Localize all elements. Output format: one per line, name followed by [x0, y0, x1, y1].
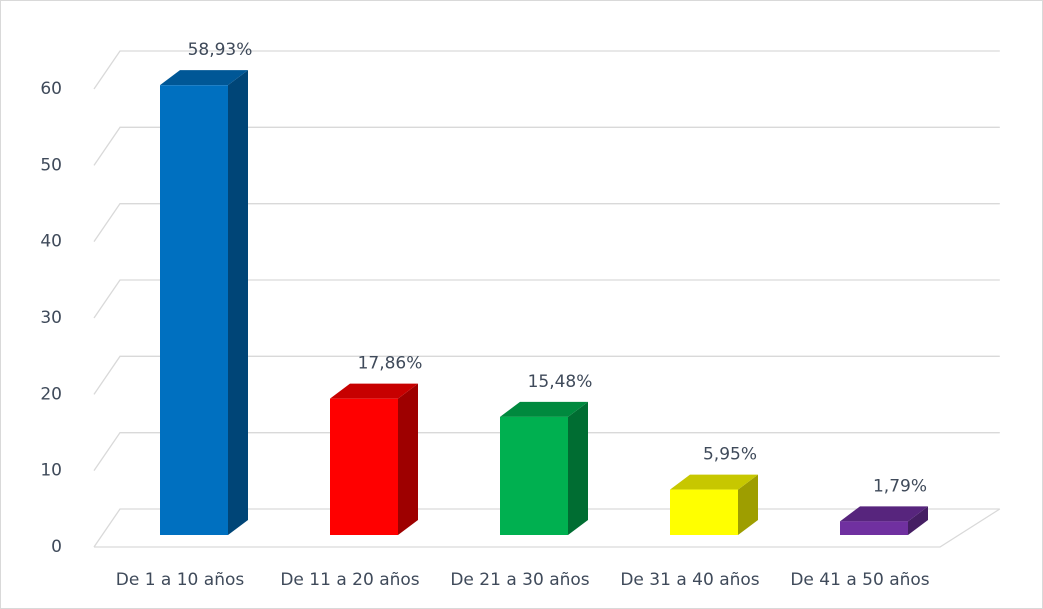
bar-top	[840, 506, 928, 522]
bar-top	[160, 70, 248, 86]
y-tick-label: 20	[40, 384, 62, 404]
bar-side	[398, 383, 418, 535]
bar-side	[908, 506, 928, 535]
bar	[500, 416, 568, 535]
grid-line	[93, 50, 1000, 90]
bar-top	[330, 383, 418, 399]
bar	[670, 489, 738, 535]
data-label: 15,48%	[528, 372, 593, 392]
y-tick-label: 0	[51, 537, 62, 557]
bar	[840, 521, 908, 535]
bar	[330, 398, 398, 535]
grid-line	[93, 432, 1000, 472]
bar	[160, 85, 228, 535]
x-tick-label: De 1 a 10 años	[116, 570, 245, 590]
y-tick-label: 30	[40, 308, 62, 328]
y-tick-label: 10	[40, 461, 62, 481]
y-tick-label: 60	[40, 79, 62, 99]
data-label: 17,86%	[358, 354, 423, 374]
bar-side	[228, 70, 248, 535]
bar-top	[670, 474, 758, 490]
grid-line	[93, 203, 1000, 243]
x-tick-label: De 31 a 40 años	[620, 570, 759, 590]
grid-line	[93, 355, 1000, 395]
bar-side	[738, 474, 758, 535]
y-tick-label: 50	[40, 155, 62, 175]
floor-edge	[94, 508, 1001, 548]
bar-top	[500, 401, 588, 417]
grid-line	[93, 279, 1000, 319]
x-tick-label: De 21 a 30 años	[450, 570, 589, 590]
data-label: 58,93%	[188, 40, 253, 60]
grid-line	[93, 126, 1000, 166]
data-label: 5,95%	[703, 445, 757, 465]
data-label: 1,79%	[873, 476, 927, 496]
x-tick-label: De 11 a 20 años	[280, 570, 419, 590]
y-tick-label: 40	[40, 232, 62, 252]
bar-side	[568, 401, 588, 535]
x-tick-label: De 41 a 50 años	[790, 570, 929, 590]
